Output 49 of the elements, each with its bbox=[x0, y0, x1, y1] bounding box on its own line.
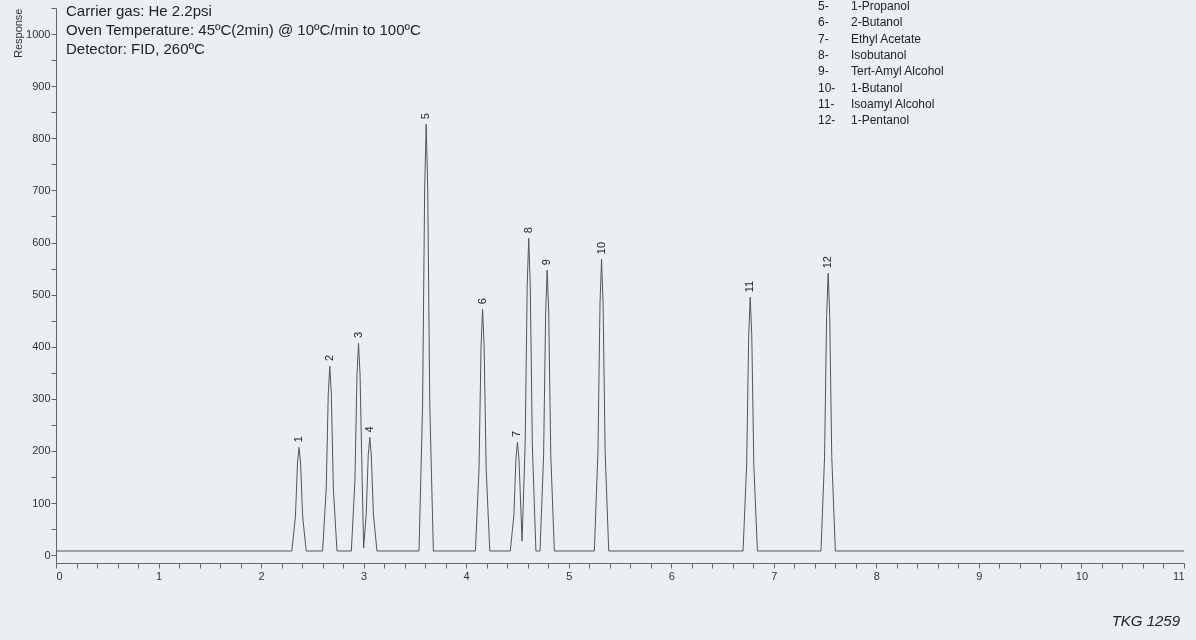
annotation: Carrier gas: He 2.2psi bbox=[66, 2, 212, 20]
annotation: 2 bbox=[322, 354, 335, 362]
text: 5- 1-Propanol bbox=[818, 0, 910, 13]
annotation: 10 bbox=[594, 241, 607, 255]
text: 11- Isoamyl Alcohol bbox=[818, 96, 935, 111]
y-tick-label: 500 bbox=[32, 288, 51, 301]
y-tick-label: 600 bbox=[32, 236, 51, 249]
annotation: 3 bbox=[351, 331, 364, 339]
y-tick-label: 400 bbox=[32, 340, 51, 353]
y-tick-label: 100 bbox=[32, 496, 51, 509]
x-tick-label: 7 bbox=[771, 569, 778, 582]
y-tick-label: 0 bbox=[44, 548, 51, 561]
annotation: 4 bbox=[362, 426, 375, 433]
x-tick-label: 9 bbox=[976, 569, 983, 582]
y-tick-label: 700 bbox=[32, 183, 51, 196]
y-tick-label: 900 bbox=[32, 79, 51, 92]
x-tick-label: 4 bbox=[463, 569, 470, 582]
x-tick-label: 8 bbox=[873, 569, 880, 582]
annotation: 9 bbox=[540, 259, 553, 266]
text: TKG 1259 bbox=[1111, 612, 1180, 630]
x-tick-label: 0 bbox=[56, 569, 63, 582]
text: 6- 2-Butanol bbox=[818, 15, 903, 30]
y-tick-label: 800 bbox=[32, 131, 51, 144]
annotation: 8 bbox=[521, 227, 534, 234]
text: 10- 1-Butanol bbox=[818, 80, 903, 95]
text: 7- Ethyl Acetate bbox=[818, 31, 922, 46]
text: 8- Isobutanol bbox=[818, 47, 907, 62]
annotation: 7 bbox=[510, 430, 523, 438]
line-series bbox=[55, 123, 1185, 552]
x-tick-label: 5 bbox=[566, 569, 573, 582]
x-tick-label: 2 bbox=[258, 569, 265, 582]
x-tick-label: 11 bbox=[1173, 569, 1185, 582]
annotation: 5 bbox=[419, 113, 432, 120]
y-tick-label: 1000 bbox=[26, 27, 51, 40]
annotation: 6 bbox=[475, 298, 488, 305]
annotation: 12 bbox=[821, 256, 834, 269]
text: 9- Tert-Amyl Alcohol bbox=[818, 64, 944, 79]
annotation: 1 bbox=[292, 436, 305, 443]
y-axis-title: Response bbox=[12, 8, 25, 59]
text: 12- 1-Pentanol bbox=[818, 113, 910, 128]
annotation: Detector: FID, 260ºC bbox=[66, 40, 205, 58]
y-tick-label: 300 bbox=[32, 392, 51, 405]
annotation: Oven Temperature: 45ºC(2min) @ 10ºC/min to 100ºC bbox=[66, 21, 421, 39]
annotation: 11 bbox=[743, 280, 756, 293]
x-tick-label: 6 bbox=[668, 569, 675, 582]
y-tick-label: 200 bbox=[32, 444, 51, 457]
x-tick-label: 1 bbox=[155, 569, 163, 582]
x-tick-label: 3 bbox=[361, 569, 368, 582]
x-tick-label: 10 bbox=[1075, 569, 1089, 582]
